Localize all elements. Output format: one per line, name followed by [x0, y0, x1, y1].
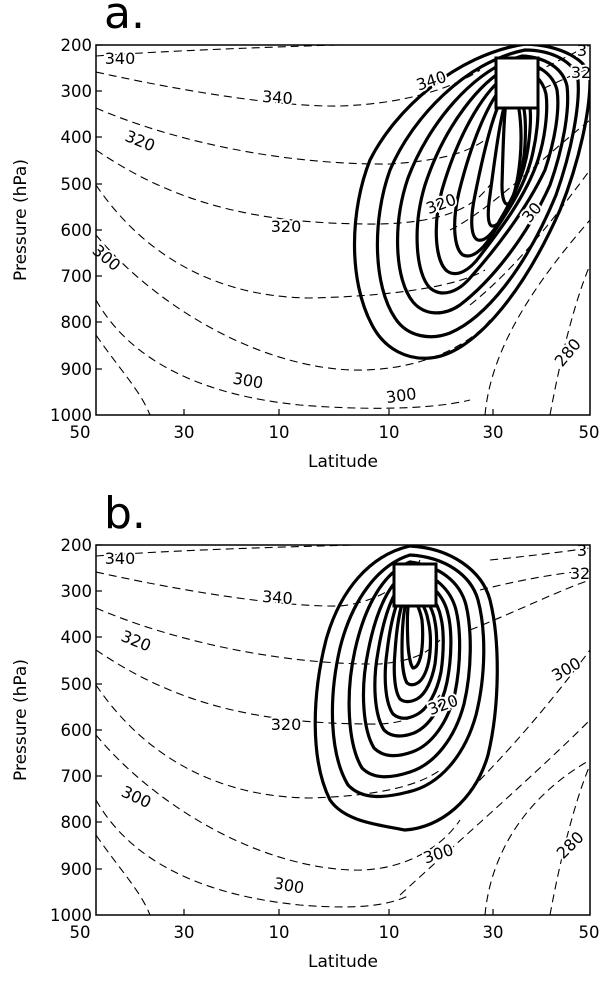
y-tick-label: 600	[61, 721, 93, 740]
contour-label: 3	[577, 541, 587, 560]
panel-a: a. Pressure (hPa) Latitude	[0, 0, 610, 487]
contour-label: 300	[231, 369, 264, 393]
x-tick-label: 30	[483, 423, 504, 442]
y-tick-label: 300	[61, 82, 93, 101]
y-tick-label: 400	[61, 628, 93, 647]
contour-label: 320	[122, 126, 157, 155]
x-tick-label: 10	[379, 423, 400, 442]
y-tick-label: 400	[61, 128, 93, 147]
panel-label: b.	[104, 488, 146, 539]
panel-b: b. Pressure (hPa) Latitude	[0, 492, 610, 987]
x-tick-label: 30	[174, 923, 195, 942]
panel-label: a.	[104, 0, 145, 39]
contour-label: 340	[414, 67, 449, 95]
contour-label: 3	[577, 41, 587, 60]
x-axis-label: Latitude	[308, 952, 378, 972]
contour-label: 320	[271, 715, 302, 734]
x-tick-label: 50	[70, 423, 91, 442]
y-tick-label: 200	[61, 536, 93, 555]
contour-label: 340	[261, 587, 293, 608]
x-axis-label: Latitude	[308, 452, 378, 472]
y-tick-label: 200	[61, 36, 93, 55]
contour-label: 300	[421, 840, 456, 868]
contour-plot: 340 340 320 320 320 300 300 300 300 280 …	[50, 536, 600, 942]
y-tick-label: 1000	[50, 406, 92, 425]
y-tick-label: 500	[61, 175, 93, 194]
contour-label: 300	[118, 782, 154, 812]
contour-label: 320	[424, 190, 459, 218]
y-tick-label: 300	[61, 582, 93, 601]
contour-label: 32	[570, 564, 590, 583]
y-tick-label: 700	[61, 767, 93, 786]
contour-label: 340	[105, 49, 136, 68]
contour-label: 300	[89, 241, 125, 275]
contour-label: 280	[551, 335, 585, 371]
y-tick-label: 800	[61, 313, 93, 332]
x-tick-label: 50	[579, 423, 600, 442]
x-tick-label: 50	[579, 923, 600, 942]
x-tick-label: 30	[174, 423, 195, 442]
y-tick-label: 1000	[50, 906, 92, 925]
y-tick-label: 900	[61, 860, 93, 879]
x-tick-label: 30	[483, 923, 504, 942]
y-tick-label: 900	[61, 360, 93, 379]
contour-label: 340	[261, 87, 293, 108]
x-tick-label: 50	[70, 923, 91, 942]
x-tick-label: 10	[379, 923, 400, 942]
contour-label: 320	[271, 217, 302, 236]
contour-label: 32	[571, 63, 591, 82]
contour-label: 300	[272, 874, 305, 898]
y-tick-label: 800	[61, 813, 93, 832]
x-tick-label: 10	[269, 923, 290, 942]
y-tick-label: 700	[61, 267, 93, 286]
contour-label: 320	[118, 626, 153, 655]
x-tick-label: 10	[269, 423, 290, 442]
y-tick-label: 500	[61, 675, 93, 694]
contour-label: 280	[553, 828, 588, 863]
contour-plot: 340 340 340 320 320 320 300 300 300 280 …	[50, 36, 600, 442]
contour-label: 320	[426, 691, 461, 719]
y-tick-label: 600	[61, 221, 93, 240]
contour-label: 300	[385, 384, 418, 407]
contour-label: 340	[105, 549, 136, 568]
